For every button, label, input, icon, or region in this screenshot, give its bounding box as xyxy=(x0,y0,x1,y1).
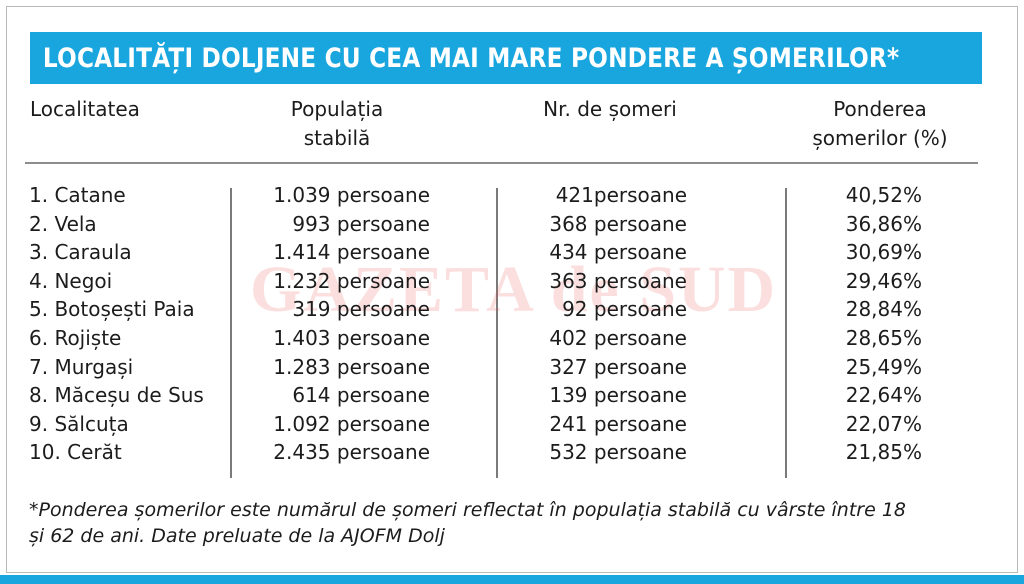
cell-someri: 139 persoane xyxy=(549,383,687,408)
table-row: 9. Sălcuța 1.092 persoane 241 persoane 2… xyxy=(0,410,1024,439)
cell-localitate: 1. Catane xyxy=(29,183,126,207)
cell-someri: 402 persoane xyxy=(549,325,687,350)
cell-pondere: 22,64% xyxy=(845,383,922,408)
column-divider-2 xyxy=(496,188,498,478)
cell-someri: 92 persoane xyxy=(562,297,687,322)
cell-populatie: 1.092 persoane xyxy=(273,411,430,436)
cell-someri: 363 persoane xyxy=(549,268,687,293)
cell-pondere: 28,65% xyxy=(845,325,922,350)
bottom-accent-bar xyxy=(0,575,1024,584)
cell-pondere: 28,84% xyxy=(845,297,922,322)
cell-populatie: 2.435 persoane xyxy=(273,440,430,465)
header-divider xyxy=(25,162,978,164)
cell-someri: 327 persoane xyxy=(549,354,687,379)
table-row: 5. Botoșești Paia 319 persoane 92 persoa… xyxy=(0,295,1024,324)
cell-localitate: 3. Caraula xyxy=(29,240,132,265)
cell-populatie: 1.283 persoane xyxy=(273,354,430,379)
cell-localitate: 9. Sălcuța xyxy=(29,411,129,436)
column-divider-1 xyxy=(230,188,232,478)
header-localitate: Localitatea xyxy=(30,95,140,124)
cell-populatie: 1.232 persoane xyxy=(273,268,430,293)
table-row: 7. Murgași 1.283 persoane 327 persoane 2… xyxy=(0,353,1024,382)
cell-localitate: 7. Murgași xyxy=(29,354,134,379)
footnote-line-2: și 62 de ani. Date preluate de la AJOFM … xyxy=(29,525,445,547)
cell-populatie: 614 persoane xyxy=(292,383,430,408)
cell-pondere: 40,52% xyxy=(845,183,922,207)
page-title: LOCALITĂȚI DOLJENE CU CEA MAI MARE PONDE… xyxy=(42,42,900,74)
cell-someri: 532 persoane xyxy=(549,440,687,465)
cell-localitate: 6. Rojiște xyxy=(29,325,122,350)
header-populatie-line1: Populația xyxy=(290,97,384,121)
table-body: 1. Catane 1.039 persoane 421persoane 40,… xyxy=(0,181,1024,467)
table-row: 4. Negoi 1.232 persoane 363 persoane 29,… xyxy=(0,267,1024,296)
header-pondere: Ponderea șomerilor (%) xyxy=(780,95,980,153)
header-pondere-line2: șomerilor (%) xyxy=(812,126,948,150)
header-pondere-line1: Ponderea xyxy=(833,97,927,121)
table-row: 3. Caraula 1.414 persoane 434 persoane 3… xyxy=(0,238,1024,267)
column-divider-3 xyxy=(785,188,787,478)
cell-someri: 434 persoane xyxy=(549,240,687,265)
cell-pondere: 22,07% xyxy=(845,411,922,436)
infographic-frame xyxy=(6,6,1018,573)
footnote: *Ponderea șomerilor este numărul de șome… xyxy=(29,497,929,549)
header-someri: Nr. de șomeri xyxy=(520,95,700,124)
cell-populatie: 1.403 persoane xyxy=(273,325,430,350)
cell-someri: 421persoane xyxy=(555,183,687,207)
cell-populatie: 993 persoane xyxy=(292,211,430,236)
table-row: 6. Rojiște 1.403 persoane 402 persoane 2… xyxy=(0,324,1024,353)
cell-localitate: 2. Vela xyxy=(29,211,97,236)
header-populatie-line2: stabilă xyxy=(303,126,371,150)
table-row: 8. Măceșu de Sus 614 persoane 139 persoa… xyxy=(0,381,1024,410)
title-bar: LOCALITĂȚI DOLJENE CU CEA MAI MARE PONDE… xyxy=(30,32,982,84)
cell-localitate: 8. Măceșu de Sus xyxy=(29,383,204,408)
cell-pondere: 25,49% xyxy=(845,354,922,379)
cell-localitate: 5. Botoșești Paia xyxy=(29,297,195,322)
cell-populatie: 1.414 persoane xyxy=(273,240,430,265)
table-row: 1. Catane 1.039 persoane 421persoane 40,… xyxy=(0,181,1024,210)
cell-pondere: 21,85% xyxy=(845,440,922,465)
header-localitate-label: Localitatea xyxy=(30,97,140,121)
cell-localitate: 10. Cerăt xyxy=(29,440,122,465)
cell-populatie: 319 persoane xyxy=(292,297,430,322)
cell-someri: 368 persoane xyxy=(549,211,687,236)
footnote-line-1: *Ponderea șomerilor este numărul de șome… xyxy=(29,499,906,521)
cell-pondere: 36,86% xyxy=(845,211,922,236)
table-row: 2. Vela 993 persoane 368 persoane 36,86% xyxy=(0,210,1024,239)
cell-populatie: 1.039 persoane xyxy=(273,183,430,207)
cell-someri: 241 persoane xyxy=(549,411,687,436)
table-row: 10. Cerăt 2.435 persoane 532 persoane 21… xyxy=(0,438,1024,467)
header-someri-label: Nr. de șomeri xyxy=(543,97,677,121)
cell-pondere: 30,69% xyxy=(845,240,922,265)
cell-localitate: 4. Negoi xyxy=(29,268,113,293)
cell-pondere: 29,46% xyxy=(845,268,922,293)
header-populatie: Populația stabilă xyxy=(262,95,412,153)
